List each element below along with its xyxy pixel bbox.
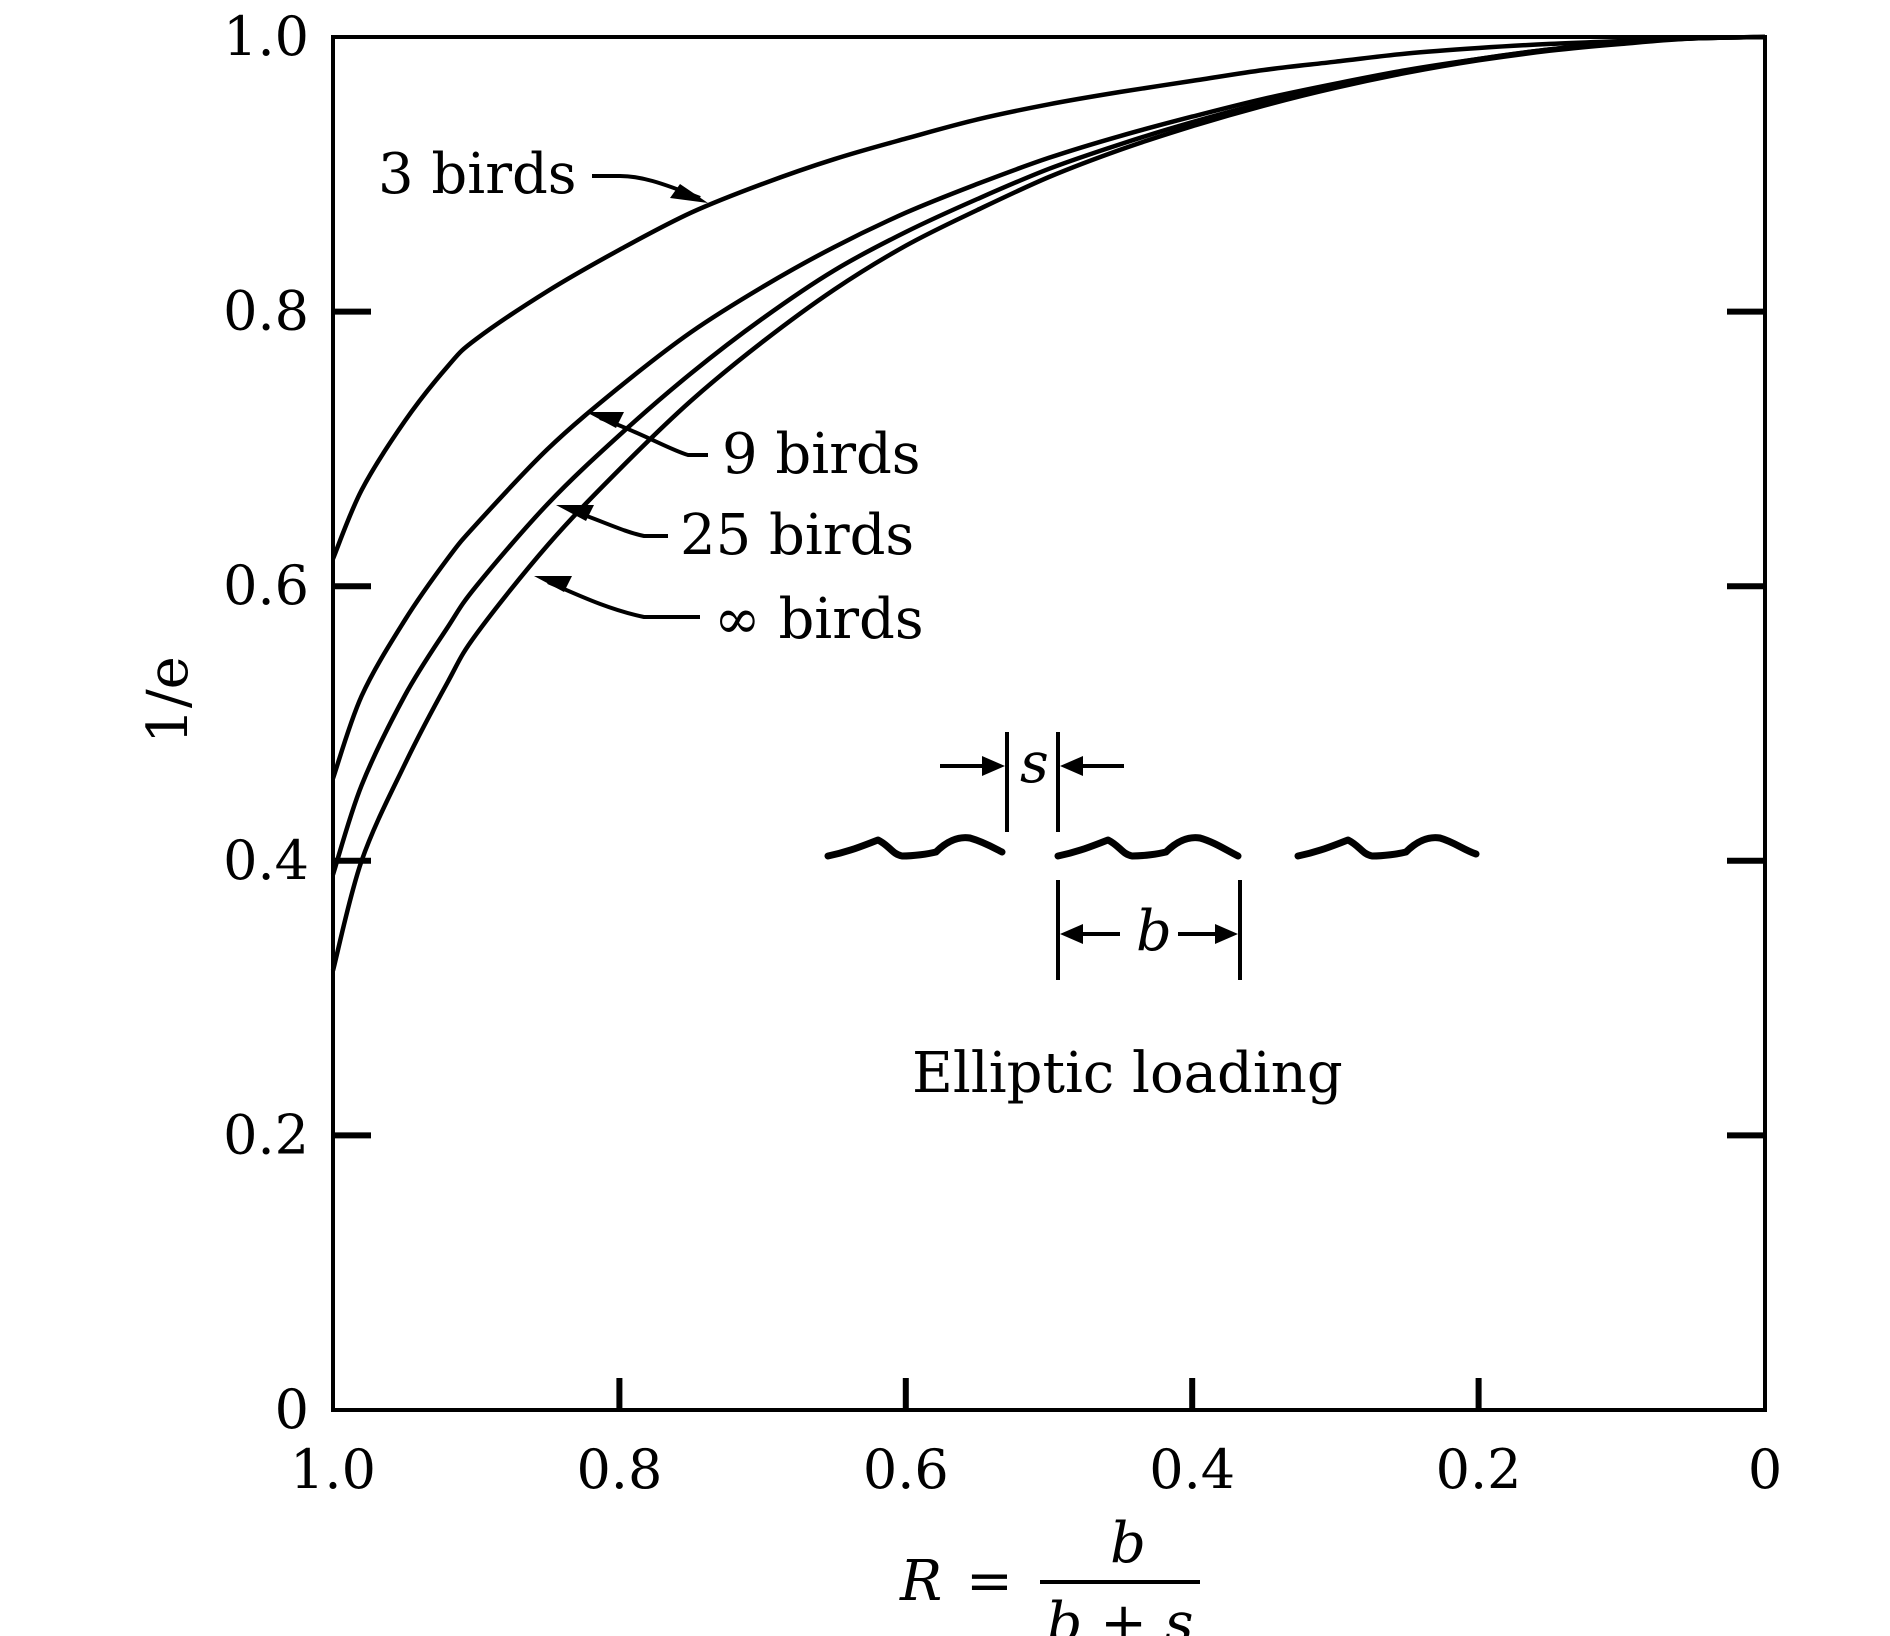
span-dimension — [1056, 880, 1242, 980]
x-axis-label-lhs: R — [899, 1549, 942, 1614]
curves — [330, 34, 1766, 972]
x-tick-label: 0.4 — [1149, 1438, 1235, 1501]
series-line-3 — [330, 34, 1766, 972]
spacing-label: s — [1020, 731, 1049, 796]
y-tick-label: 0.2 — [223, 1103, 309, 1166]
x-tick-label: 0.8 — [576, 1438, 662, 1501]
y-tick-label: 0.6 — [223, 554, 309, 617]
x-tick-label: 1.0 — [290, 1438, 376, 1501]
y-tick-label: 0.8 — [223, 280, 309, 343]
leader-inf-birds — [547, 580, 700, 619]
spacing-dimension — [940, 732, 1124, 832]
ticks — [333, 308, 1765, 1410]
arrowhead-9-birds — [586, 412, 624, 428]
x-axis-label-denominator: b + s — [1046, 1591, 1193, 1636]
arrowhead-25-birds — [556, 505, 594, 521]
series-label-inf-birds: ∞ birds — [714, 587, 924, 652]
y-tick-label: 0.4 — [223, 829, 309, 892]
series-label-3-birds: 3 birds — [378, 142, 577, 207]
span-arrow-left-head — [1060, 924, 1083, 944]
arrowhead-3-birds — [670, 184, 708, 203]
series-line-0 — [330, 34, 1766, 560]
plot-frame — [331, 35, 1767, 1412]
bird-formation — [824, 834, 1480, 860]
y-axis-label: 1/e — [136, 656, 201, 744]
series-label-25-birds: 25 birds — [680, 503, 914, 568]
arrowhead-inf-birds — [534, 576, 572, 592]
x-tick-label: 0.6 — [863, 1438, 949, 1501]
spacing-arrow-right-head — [1060, 756, 1083, 776]
bird-silhouette-1 — [824, 834, 1006, 860]
bird-silhouette-3 — [1294, 834, 1480, 860]
x-axis-label-eq: = — [966, 1549, 1013, 1614]
series-label-9-birds: 9 birds — [722, 422, 921, 487]
y-tick-label: 0 — [275, 1378, 309, 1441]
tick-labels: 1.0 0.8 0.6 0.4 0.2 0 0 0.2 0.4 0.6 0.8 1.0 — [223, 5, 1782, 1501]
span-label: b — [1136, 899, 1172, 964]
y-tick-label: 1.0 — [223, 5, 309, 68]
x-axis-label-numerator: b — [1110, 1511, 1146, 1576]
x-tick-label: 0 — [1748, 1438, 1782, 1501]
bird-silhouette-2 — [1054, 834, 1242, 860]
x-axis-label: R = b b + s — [899, 1511, 1200, 1636]
span-arrow-right-head — [1215, 924, 1238, 944]
series-labels: 3 birds 9 birds 25 birds ∞ birds — [378, 142, 924, 652]
x-tick-label: 0.2 — [1436, 1438, 1522, 1501]
spacing-arrow-left-head — [982, 756, 1005, 776]
loading-label: Elliptic loading — [912, 1041, 1343, 1106]
